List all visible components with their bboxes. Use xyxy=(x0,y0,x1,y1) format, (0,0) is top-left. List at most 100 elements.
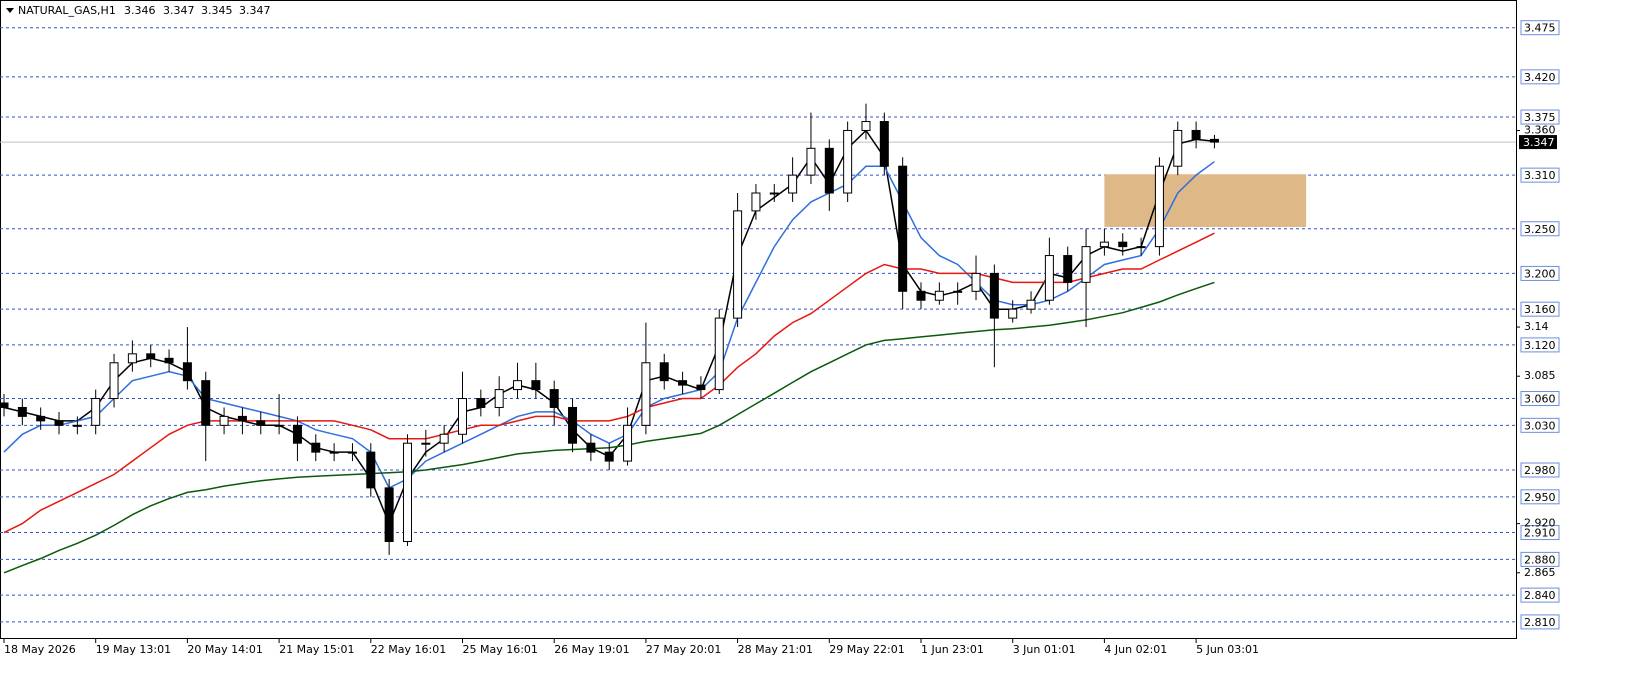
x-tick-label: 20 May 14:01 xyxy=(187,643,262,656)
price-level-label: 3.250 xyxy=(1524,223,1556,236)
price-level-label: 3.375 xyxy=(1524,111,1556,124)
candle-body xyxy=(366,451,376,489)
candle-body xyxy=(91,398,101,426)
price-level-label: 2.910 xyxy=(1524,527,1556,540)
candle-body xyxy=(0,402,9,408)
price-level-label: 3.160 xyxy=(1524,303,1556,316)
candle-body xyxy=(384,487,394,542)
price-level-box xyxy=(1520,301,1560,317)
price-level-box xyxy=(1520,489,1560,505)
symbol: NATURAL_GAS,H1 xyxy=(18,4,116,17)
price-level-box xyxy=(1520,167,1560,183)
price-level-box xyxy=(1520,587,1560,603)
candle-body xyxy=(292,424,302,444)
x-tick-label: 18 May 2026 xyxy=(4,643,76,656)
candle-body xyxy=(1044,255,1054,301)
price-level-box xyxy=(1520,614,1560,630)
candle-body xyxy=(1209,138,1219,143)
x-tick-label: 29 May 22:01 xyxy=(829,643,904,656)
price-level-box xyxy=(1520,221,1560,237)
y-tick-label: 3.085 xyxy=(1524,369,1556,382)
price-level-box xyxy=(1520,462,1560,478)
candle-body xyxy=(531,380,541,391)
candle-body xyxy=(806,147,816,176)
candle-body xyxy=(1136,246,1146,249)
candle-body xyxy=(1191,129,1201,140)
candle-body xyxy=(623,424,633,462)
last-price-label: 3.347 xyxy=(1523,136,1555,149)
price-level-label: 3.200 xyxy=(1524,267,1556,280)
candle-body xyxy=(824,147,834,194)
candle-body xyxy=(329,451,339,454)
candle-body xyxy=(1081,246,1091,283)
candle-body xyxy=(1008,308,1018,319)
candle-body xyxy=(36,415,46,422)
price-level-box xyxy=(1520,551,1560,567)
price-level-box xyxy=(1520,69,1560,85)
candle-body xyxy=(421,442,431,445)
open-value: 3.346 xyxy=(124,4,156,17)
price-level-box xyxy=(1520,265,1560,281)
price-level-box xyxy=(1520,337,1560,353)
candle-body xyxy=(659,362,669,382)
candle-body xyxy=(109,362,119,400)
y-tick-label: 2.865 xyxy=(1524,566,1556,579)
y-tick-label: 3.14 xyxy=(1524,320,1549,333)
candle-body xyxy=(237,415,247,422)
x-tick-label: 21 May 15:01 xyxy=(279,643,354,656)
candle-body xyxy=(989,272,999,319)
candle-body xyxy=(402,442,412,542)
x-tick-label: 3 Jun 01:01 xyxy=(1013,643,1076,656)
last-price-box xyxy=(1519,135,1557,150)
price-level-box xyxy=(1520,417,1560,433)
price-level-label: 3.030 xyxy=(1524,419,1556,432)
candle-body xyxy=(1118,241,1128,248)
x-tick-label: 1 Jun 23:01 xyxy=(921,643,984,656)
price-level-label: 3.310 xyxy=(1524,169,1556,182)
price-level-label: 3.060 xyxy=(1524,393,1556,406)
x-tick-label: 27 May 20:01 xyxy=(646,643,721,656)
candle-body xyxy=(72,424,82,427)
candle-body xyxy=(439,433,449,444)
candle-body xyxy=(274,424,284,427)
candle-body xyxy=(256,420,266,426)
candle-body xyxy=(641,362,651,426)
price-level-label: 3.475 xyxy=(1524,22,1556,35)
price-level-box xyxy=(1520,109,1560,125)
x-tick-label: 4 Jun 02:01 xyxy=(1104,643,1167,656)
close-value: 3.347 xyxy=(239,4,271,17)
candle-body xyxy=(494,389,504,408)
candle-body xyxy=(586,442,596,453)
price-level-label: 2.880 xyxy=(1524,553,1556,566)
candle-body xyxy=(549,389,559,408)
candle-body xyxy=(347,451,357,454)
menu-arrow xyxy=(6,8,14,13)
candle-body xyxy=(678,380,688,386)
candle-body xyxy=(17,406,27,417)
candle-body xyxy=(127,353,137,364)
candle-body xyxy=(861,121,871,131)
candle-body xyxy=(751,192,761,212)
x-tick-label: 22 May 16:01 xyxy=(371,643,446,656)
candle-body xyxy=(513,380,523,391)
candle-body xyxy=(934,290,944,301)
candle-body xyxy=(1173,129,1183,167)
candle-body xyxy=(971,272,981,292)
candle-body xyxy=(696,384,706,391)
candle-body xyxy=(1063,255,1073,283)
candle-body xyxy=(898,165,908,292)
candle-body xyxy=(953,290,963,293)
price-level-label: 2.810 xyxy=(1524,616,1556,629)
plot-frame xyxy=(0,0,1517,639)
candle-body xyxy=(201,380,211,426)
candle-body xyxy=(476,398,486,408)
candle-body xyxy=(843,129,853,194)
price-level-label: 2.980 xyxy=(1524,464,1556,477)
candle-body xyxy=(916,290,926,301)
low-value: 3.345 xyxy=(201,4,233,17)
price-level-label: 3.420 xyxy=(1524,71,1556,84)
candle-body xyxy=(219,415,229,426)
price-level-label: 2.840 xyxy=(1524,589,1556,602)
